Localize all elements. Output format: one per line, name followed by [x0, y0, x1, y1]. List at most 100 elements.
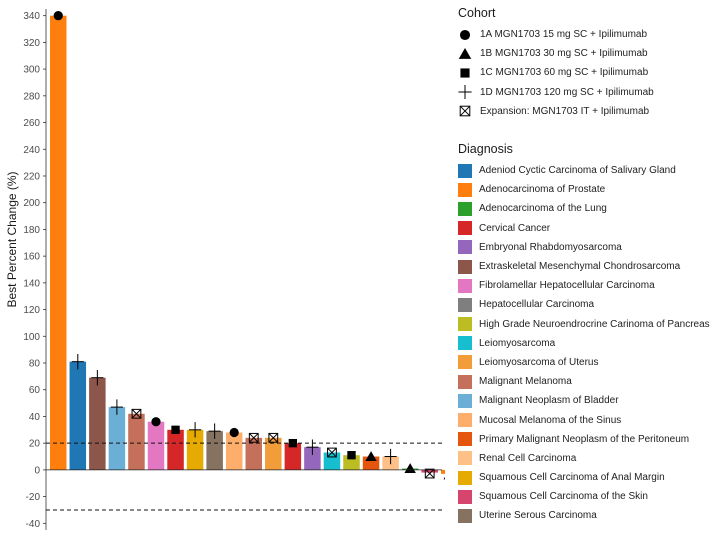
bar	[225, 432, 243, 470]
bar-marker	[404, 463, 416, 474]
color-swatch	[458, 489, 472, 504]
diagnosis-legend-item: High Grade Neuroendrocrine Carinoma of P…	[458, 315, 710, 334]
color-swatch	[458, 259, 472, 274]
color-swatch	[458, 201, 472, 216]
cohort-legend: Cohort 1A MGN1703 15 mg SC + Ipilimumab 1…	[458, 6, 654, 121]
cohort-legend-item: Expansion: MGN1703 IT + Ipilimumab	[458, 102, 654, 121]
diagnosis-legend-item: Primary Malignant Neoplasm of the Perito…	[458, 430, 710, 449]
y-tick-label: 240	[23, 145, 40, 156]
color-swatch	[458, 240, 472, 255]
cohort-legend-label: 1A MGN1703 15 mg SC + Ipilimumab	[480, 29, 648, 41]
cohort-legend-label: 1D MGN1703 120 mg SC + Ipilimumab	[480, 86, 654, 98]
bar-marker	[71, 353, 84, 370]
diagnosis-legend-label: Hepatocellular Carcinoma	[479, 299, 595, 311]
y-tick-label: -40	[26, 519, 41, 530]
diagnosis-legend: Diagnosis Adeniod Cyctic Carcinoma of Sa…	[458, 142, 710, 526]
y-tick-label: 20	[29, 439, 41, 450]
bar-marker	[384, 448, 397, 465]
color-swatch	[458, 317, 472, 332]
diagnosis-legend-title: Diagnosis	[458, 142, 513, 156]
color-swatch	[458, 163, 472, 178]
color-swatch	[458, 374, 472, 389]
diagnosis-legend-item: Squamous Cell Carcinoma of the Skin	[458, 487, 710, 506]
color-swatch	[458, 393, 472, 408]
diagnosis-legend-item: Uterine Serous Carcinoma	[458, 506, 710, 525]
color-swatch	[458, 432, 472, 447]
diagnosis-legend-label: Malignant Melanoma	[479, 376, 572, 388]
color-swatch	[458, 508, 472, 523]
y-tick-label: 180	[23, 225, 40, 236]
diagnosis-legend-item: Renal Cell Carcinoma	[458, 449, 710, 468]
diagnosis-legend-item: Fibrolamellar Hepatocellular Carcinoma	[458, 276, 710, 295]
bar-marker	[424, 468, 435, 479]
y-tick-label: 140	[23, 278, 40, 289]
bar-marker	[327, 447, 337, 458]
bar-marker	[365, 451, 377, 461]
diagnosis-legend-item: Adenocarcinoma of the Lung	[458, 199, 710, 218]
y-tick-label: 300	[23, 65, 40, 76]
bar	[304, 447, 321, 470]
diagnosis-legend-item: Leiomyosarcoma	[458, 334, 710, 353]
square-marker-icon	[458, 66, 472, 80]
diagnosis-legend-label: Adeniod Cyctic Carcinoma of Salivary Gla…	[479, 165, 676, 177]
bar	[421, 469, 438, 473]
diagnosis-legend-item: Malignant Melanoma	[458, 372, 710, 391]
diagnosis-legend-label: Fibrolamellar Hepatocellular Carcinoma	[479, 280, 655, 292]
bar-marker	[131, 408, 142, 419]
diagnosis-legend-item: Cervical Cancer	[458, 219, 710, 238]
bar	[69, 361, 87, 470]
y-tick-label: 260	[23, 118, 40, 129]
cohort-legend-label: Expansion: MGN1703 IT + Ipilimumab	[480, 105, 650, 117]
diagnosis-legend-label: Renal Cell Carcinoma	[479, 452, 577, 464]
bar	[265, 437, 282, 470]
diagnosis-legend-label: Uterine Serous Carcinoma	[479, 510, 597, 522]
cohort-legend-title: Cohort	[458, 6, 496, 20]
bar	[206, 431, 223, 470]
bar-marker	[229, 427, 239, 438]
diagnosis-legend-label: Squamous Cell Carcinoma of Anal Margin	[479, 472, 665, 484]
diagnosis-legend-label: Leiomyosarcoma	[479, 337, 556, 349]
cohort-legend-item: 1B MGN1703 30 mg SC + Ipilimumab	[458, 44, 654, 63]
bar	[186, 429, 204, 470]
y-tick-label: 160	[23, 252, 40, 263]
diagnosis-legend-label: Squamous Cell Carcinoma of the Skin	[479, 491, 648, 503]
bar-marker	[53, 11, 63, 21]
boxed-x-marker-icon	[458, 104, 472, 118]
diagnosis-legend-item: Squamous Cell Carcinoma of Anal Margin	[458, 468, 710, 487]
bar	[245, 437, 262, 470]
bar-marker	[248, 432, 259, 443]
diagnosis-legend-label: Malignant Neoplasm of Bladder	[479, 395, 619, 407]
color-swatch	[458, 451, 472, 466]
cohort-legend-label: 1C MGN1703 60 mg SC + Ipilimumab	[480, 67, 649, 79]
bar	[89, 377, 106, 470]
y-tick-label: 60	[29, 385, 41, 396]
diagnosis-legend-item: Hepatocellular Carcinoma	[458, 295, 710, 314]
diagnosis-legend-label: High Grade Neuroendrocrine Carinoma of P…	[479, 318, 710, 330]
bar-marker	[443, 476, 445, 480]
y-tick-label: 80	[29, 359, 41, 370]
bar	[441, 469, 445, 474]
y-tick-label: 320	[23, 38, 40, 49]
bar	[147, 421, 165, 470]
diagnosis-legend-item: Adenocarcinoma of Prostate	[458, 180, 710, 199]
bar-marker	[208, 423, 221, 439]
bar	[167, 429, 184, 470]
diagnosis-legend-label: Adenocarcinoma of Prostate	[479, 184, 606, 196]
diagnosis-legend-label: Extraskeletal Mesenchymal Chondrosarcoma	[479, 261, 681, 273]
y-tick-label: -20	[26, 492, 41, 503]
bar-marker	[91, 370, 104, 386]
diagnosis-legend-label: Mucosal Melanoma of the Sinus	[479, 414, 622, 426]
triangle-marker-icon	[458, 47, 472, 61]
bar-marker	[189, 422, 202, 438]
color-swatch	[458, 336, 472, 351]
y-axis-title: Best Percent Change (%)	[5, 171, 19, 307]
color-swatch	[458, 470, 472, 485]
diagnosis-legend-item: Malignant Neoplasm of Bladder	[458, 391, 710, 410]
y-tick-label: 220	[23, 171, 40, 182]
diagnosis-legend-label: Leiomyosarcoma of Uterus	[479, 356, 599, 368]
color-swatch	[458, 278, 472, 293]
cohort-legend-item: 1C MGN1703 60 mg SC + Ipilimumab	[458, 63, 654, 82]
diagnosis-legend-label: Cervical Cancer	[479, 222, 551, 234]
circle-marker-icon	[458, 28, 472, 42]
diagnosis-legend-item: Embryonal Rhabdomyosarcoma	[458, 238, 710, 257]
